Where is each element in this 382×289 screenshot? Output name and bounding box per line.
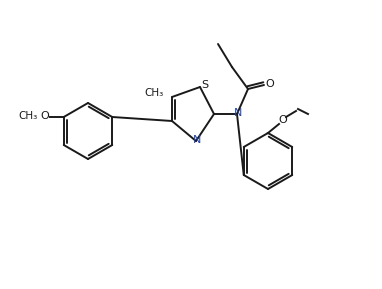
Text: CH₃: CH₃ (18, 111, 37, 121)
Text: N: N (193, 135, 201, 145)
Text: O: O (40, 111, 49, 121)
Text: O: O (265, 79, 274, 89)
Text: CH₃: CH₃ (144, 88, 163, 98)
Text: N: N (234, 108, 242, 118)
Text: S: S (201, 80, 209, 90)
Text: O: O (278, 115, 287, 125)
